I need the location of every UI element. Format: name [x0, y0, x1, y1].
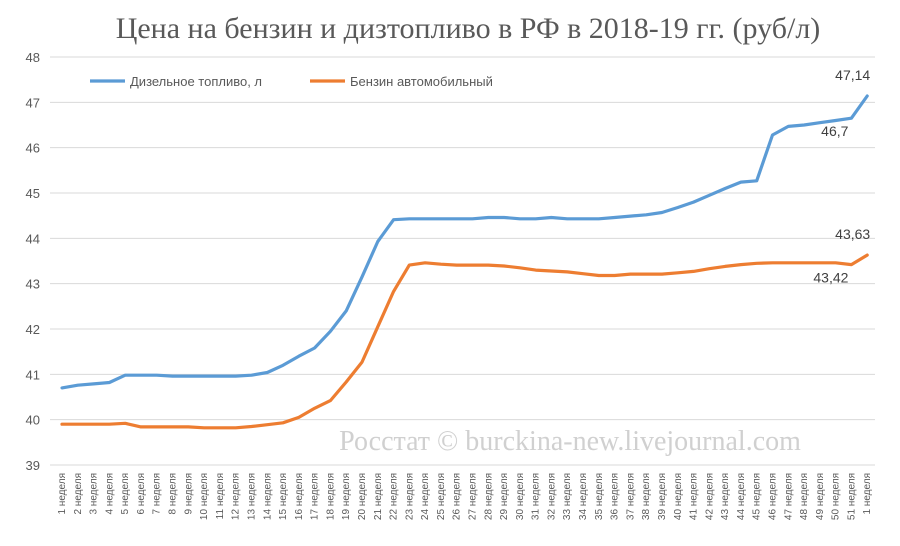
x-tick-label: 9 неделя: [183, 473, 194, 515]
y-tick-label: 42: [26, 322, 40, 337]
x-tick-label: 34 неделя: [578, 473, 589, 520]
data-label: 43,42: [813, 270, 848, 286]
x-tick-label: 4 неделя: [104, 473, 115, 515]
x-tick-label: 12 неделя: [231, 473, 242, 520]
x-tick-label: 21 неделя: [373, 473, 384, 520]
x-tick-label: 7 неделя: [152, 473, 163, 515]
watermark: Росстат © burckina-new.livejournal.com: [339, 426, 801, 457]
x-tick-label: 45 неделя: [752, 473, 763, 520]
x-tick-label: 23 неделя: [404, 473, 415, 520]
x-tick-label: 41 неделя: [689, 473, 700, 520]
x-tick-label: 50 неделя: [831, 473, 842, 520]
x-tick-label: 44 неделя: [736, 473, 747, 520]
x-tick-label: 5 неделя: [120, 473, 131, 515]
y-tick-label: 41: [26, 367, 40, 382]
y-tick-label: 47: [26, 95, 40, 110]
x-tick-label: 15 неделя: [278, 473, 289, 520]
data-label: 46,7: [821, 123, 848, 139]
grid: [50, 56, 875, 466]
x-tick-label: 43 неделя: [720, 473, 731, 520]
x-tick-label: 6 неделя: [136, 473, 147, 515]
x-tick-label: 13 неделя: [246, 473, 257, 520]
x-tick-label: 3 неделя: [89, 473, 100, 515]
y-tick-label: 44: [26, 231, 40, 246]
x-tick-label: 24 неделя: [420, 473, 431, 520]
x-tick-label: 33 неделя: [562, 473, 573, 520]
x-tick-label: 42 неделя: [704, 473, 715, 520]
legend-label: Дизельное топливо, л: [130, 74, 262, 89]
x-tick-label: 30 неделя: [515, 473, 526, 520]
x-tick-label: 26 неделя: [452, 473, 463, 520]
x-tick-label: 22 неделя: [389, 473, 400, 520]
data-label: 47,14: [835, 67, 870, 83]
x-tick-label: 48 неделя: [799, 473, 810, 520]
x-tick-label: 46 неделя: [767, 473, 778, 520]
x-tick-label: 1 неделя: [862, 473, 873, 515]
x-tick-label: 38 неделя: [641, 473, 652, 520]
x-tick-label: 10 неделя: [199, 473, 210, 520]
x-tick-label: 11 неделя: [215, 473, 226, 519]
y-tick-label: 45: [26, 186, 40, 201]
x-tick-label: 39 неделя: [657, 473, 668, 520]
x-tick-label: 35 неделя: [594, 473, 605, 520]
x-tick-label: 20 неделя: [357, 473, 368, 520]
x-tick-label: 2 неделя: [73, 473, 84, 515]
x-tick-label: 14 неделя: [262, 473, 273, 520]
annotations: 47,14 46,7 43,63 43,42: [813, 67, 870, 286]
y-tick-label: 43: [26, 277, 40, 292]
x-tick-label: 18 неделя: [325, 473, 336, 520]
x-tick-label: 32 неделя: [546, 473, 557, 520]
y-tick-label: 40: [26, 413, 40, 428]
series-line-2: [60, 253, 869, 430]
legend: Дизельное топливо, л Бензин автомобильный: [90, 74, 493, 89]
x-tick-label: 51 неделя: [846, 473, 857, 520]
x-tick-label: 36 неделя: [610, 473, 621, 520]
x-tick-label: 31 неделя: [531, 473, 542, 520]
y-tick-label: 48: [26, 50, 40, 65]
x-tick-label: 37 неделя: [625, 473, 636, 520]
chart-title: Цена на бензин и дизтопливо в РФ в 2018-…: [116, 12, 821, 45]
x-tick-label: 8 неделя: [168, 473, 179, 515]
x-tick-label: 28 неделя: [483, 473, 494, 520]
y-tick-label: 46: [26, 141, 40, 156]
x-tick-label: 25 неделя: [436, 473, 447, 520]
x-tick-label: 49 неделя: [815, 473, 826, 520]
x-tick-label: 1 неделя: [57, 473, 68, 515]
y-axis-ticks: 39 40 41 42 43 44 45 46 47 48: [26, 50, 40, 473]
series-line-1: [60, 94, 869, 390]
x-tick-label: 16 неделя: [294, 473, 305, 520]
legend-label: Бензин автомобильный: [350, 74, 493, 89]
x-tick-label: 27 неделя: [468, 473, 479, 520]
x-axis-ticks: 1 неделя 2 неделя 3 неделя 4 неделя 5 неделя…: [57, 473, 873, 520]
data-label: 43,63: [835, 226, 870, 242]
x-tick-label: 47 неделя: [783, 473, 794, 520]
x-tick-label: 19 неделя: [341, 473, 352, 520]
x-tick-label: 40 неделя: [673, 473, 684, 520]
y-tick-label: 39: [26, 458, 40, 473]
x-tick-label: 17 неделя: [310, 473, 321, 520]
x-tick-label: 29 неделя: [499, 473, 510, 520]
series: [60, 94, 869, 430]
